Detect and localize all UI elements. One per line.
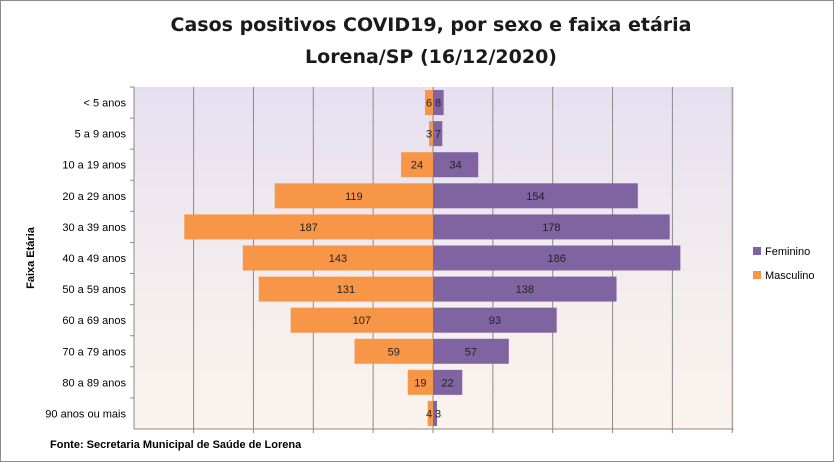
category-label: 30 a 39 anos bbox=[62, 222, 126, 234]
data-label-feminino: 57 bbox=[465, 346, 477, 358]
legend: Feminino Masculino bbox=[753, 246, 815, 282]
data-label-masculino: 187 bbox=[299, 222, 317, 234]
chart-title: Casos positivos COVID19, por sexo e faix… bbox=[171, 14, 692, 36]
category-label: 50 a 59 anos bbox=[62, 284, 126, 296]
bar-feminino-90-anos-ou-mais bbox=[433, 400, 437, 426]
bar-masculino-20-a-29-anos bbox=[274, 183, 433, 209]
data-label-masculino: 3 bbox=[426, 129, 432, 141]
data-label-masculino: 19 bbox=[414, 377, 426, 389]
bar-feminino-20-a-29-anos bbox=[433, 183, 638, 209]
data-label-feminino: 186 bbox=[548, 253, 566, 265]
data-label-feminino: 154 bbox=[526, 191, 544, 203]
data-label-feminino: 3 bbox=[435, 408, 441, 420]
bar-masculino-5-anos bbox=[425, 90, 433, 116]
bar-masculino-80-a-89-anos bbox=[407, 369, 433, 395]
category-label: 20 a 29 anos bbox=[62, 191, 126, 203]
category-tick-labels: < 5 anos 5 a 9 anos 10 a 19 anos 20 a 29 an… bbox=[45, 86, 134, 420]
source-note: Fonte: Secretaria Municipal de Saúde de … bbox=[50, 439, 302, 451]
data-label-masculino: 4 bbox=[426, 408, 432, 420]
category-label: 60 a 69 anos bbox=[62, 315, 126, 327]
bar-masculino-10-a-19-anos bbox=[401, 152, 433, 178]
legend-swatch-feminino bbox=[753, 247, 761, 255]
category-label: 80 a 89 anos bbox=[62, 377, 126, 389]
category-label: < 5 anos bbox=[83, 98, 126, 110]
category-label: 70 a 79 anos bbox=[62, 346, 126, 358]
bar-feminino-40-a-49-anos bbox=[433, 245, 681, 271]
bar-masculino-40-a-49-anos bbox=[242, 245, 433, 271]
category-label: 40 a 49 anos bbox=[62, 253, 126, 265]
bar-masculino-90-anos-ou-mais bbox=[427, 400, 433, 426]
category-label: 90 anos ou mais bbox=[45, 408, 126, 420]
chart-subtitle: Lorena/SP (16/12/2020) bbox=[305, 46, 557, 68]
data-label-feminino: 8 bbox=[435, 98, 441, 110]
legend-label-feminino: Feminino bbox=[765, 246, 810, 258]
bar-feminino-80-a-89-anos bbox=[433, 369, 463, 395]
bar-feminino-30-a-39-anos bbox=[433, 214, 670, 240]
bar-masculino-30-a-39-anos bbox=[184, 214, 433, 240]
data-label-masculino: 107 bbox=[353, 315, 371, 327]
bar-feminino-70-a-79-anos bbox=[433, 338, 509, 364]
category-label: 10 a 19 anos bbox=[62, 160, 126, 172]
data-label-masculino: 131 bbox=[337, 284, 355, 296]
bar-feminino-5-a-9-anos bbox=[433, 121, 443, 147]
bar-feminino-50-a-59-anos bbox=[433, 276, 617, 302]
category-label: 5 a 9 anos bbox=[75, 129, 127, 141]
legend-swatch-masculino bbox=[753, 271, 761, 279]
bar-masculino-5-a-9-anos bbox=[429, 121, 433, 147]
data-label-masculino: 119 bbox=[345, 191, 363, 203]
bar-masculino-70-a-79-anos bbox=[354, 338, 433, 364]
legend-label-masculino: Masculino bbox=[765, 270, 815, 282]
bar-feminino-10-a-19-anos bbox=[433, 152, 479, 178]
bars bbox=[184, 90, 681, 426]
data-label-feminino: 7 bbox=[435, 129, 441, 141]
bar-feminino-60-a-69-anos bbox=[433, 307, 557, 333]
y-axis-label: Faixa Etária bbox=[25, 226, 37, 289]
bar-masculino-50-a-59-anos bbox=[258, 276, 433, 302]
data-label-masculino: 24 bbox=[411, 160, 423, 172]
data-label-feminino: 34 bbox=[449, 160, 461, 172]
bar-masculino-60-a-69-anos bbox=[290, 307, 433, 333]
data-label-feminino: 22 bbox=[442, 377, 454, 389]
data-label-masculino: 59 bbox=[388, 346, 400, 358]
data-label-feminino: 138 bbox=[516, 284, 534, 296]
data-label-masculino: 6 bbox=[426, 98, 432, 110]
bar-feminino-5-anos bbox=[433, 90, 444, 116]
data-label-masculino: 143 bbox=[329, 253, 347, 265]
data-label-feminino: 93 bbox=[489, 315, 501, 327]
data-label-feminino: 178 bbox=[542, 222, 560, 234]
